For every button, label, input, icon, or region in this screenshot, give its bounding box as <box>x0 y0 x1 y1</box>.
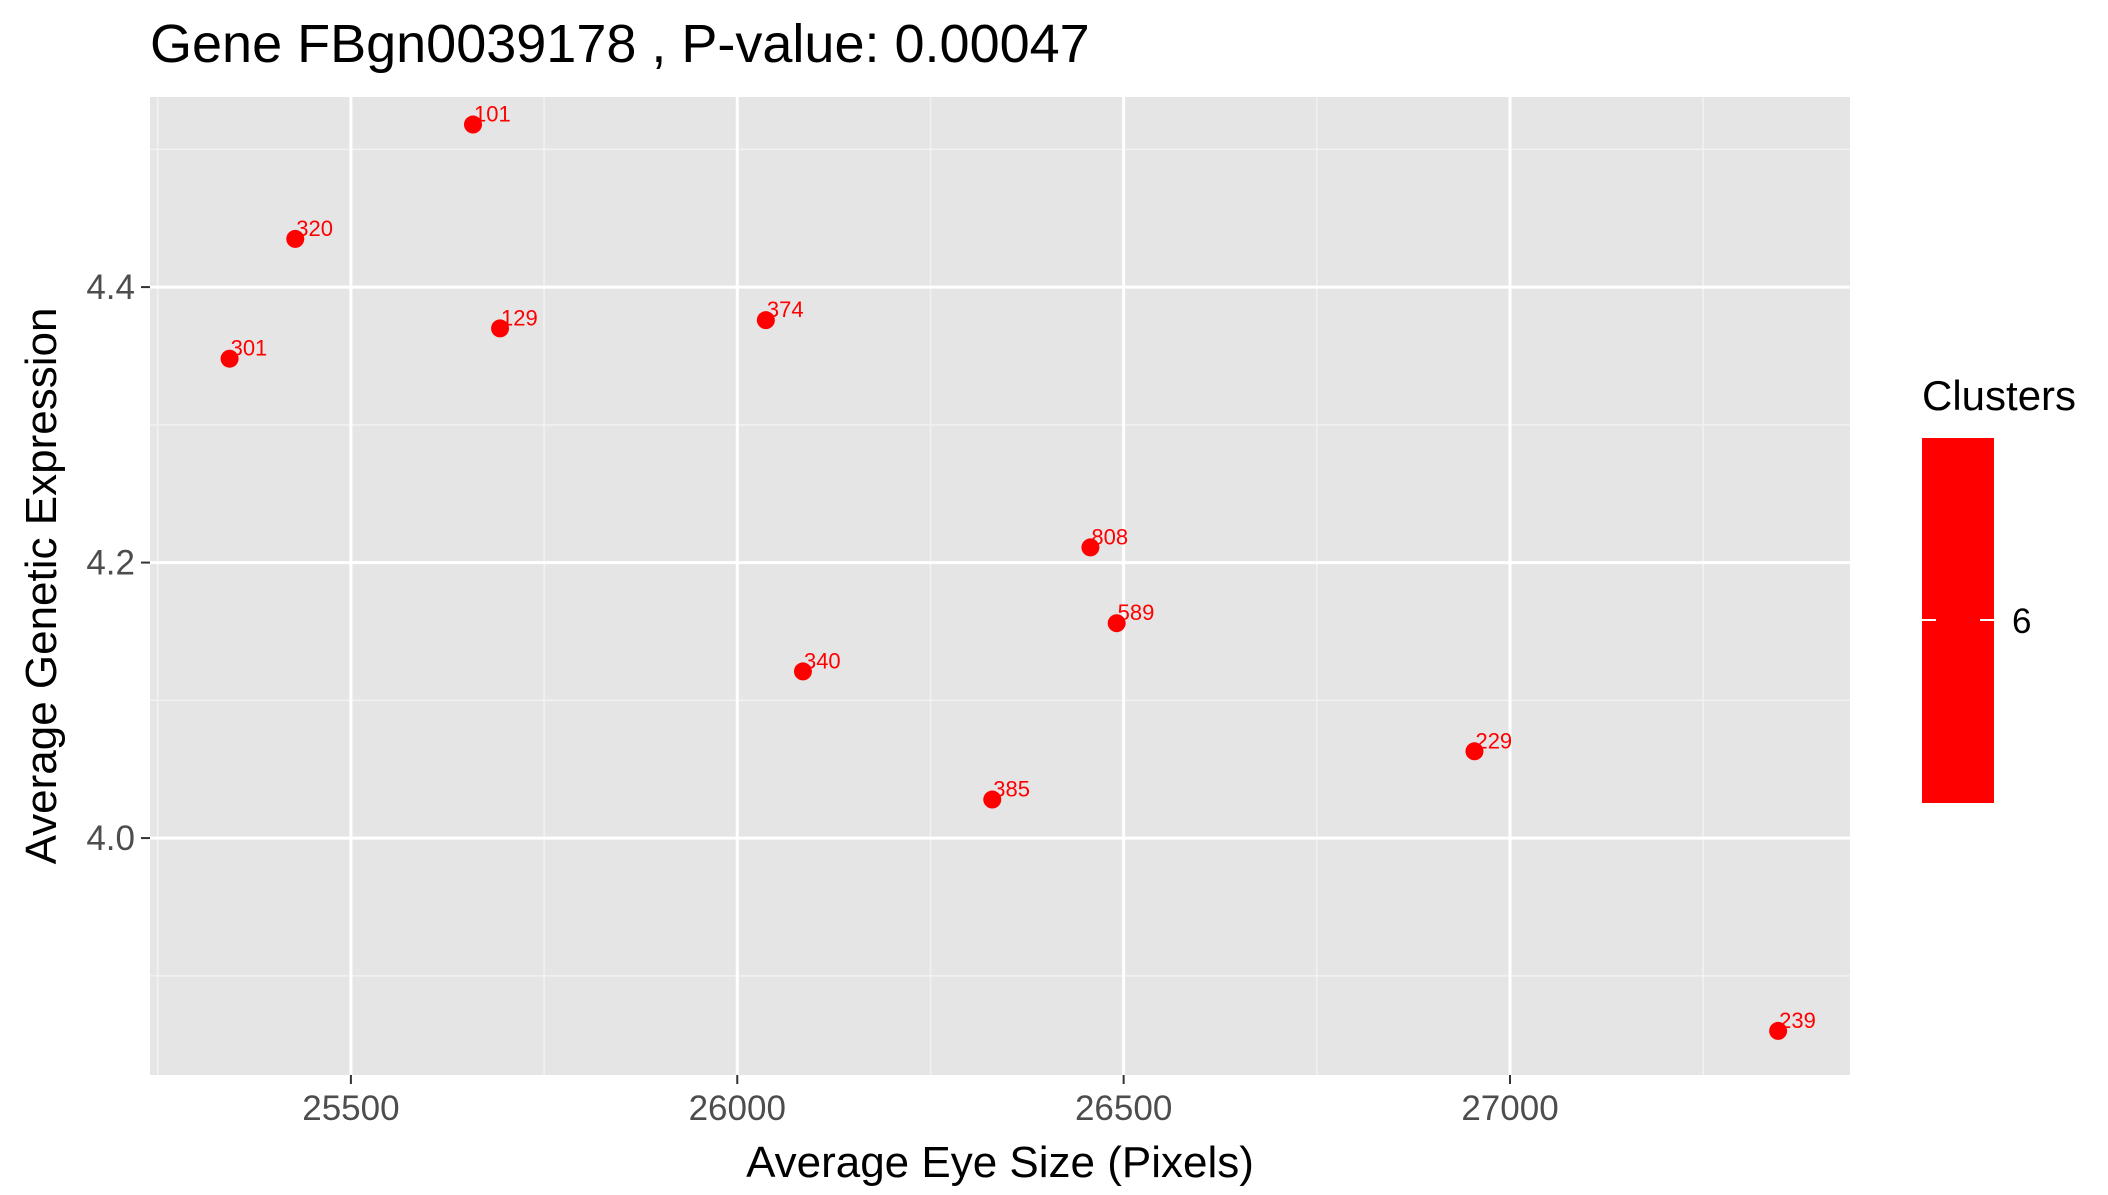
legend: Clusters 6 <box>1922 372 2076 803</box>
data-point <box>1769 1021 1788 1040</box>
y-axis-title: Average Genetic Expression <box>17 308 66 865</box>
point-label: 374 <box>767 297 804 322</box>
legend-label: 6 <box>2012 602 2031 641</box>
data-point <box>491 319 510 338</box>
x-axis-title: Average Eye Size (Pixels) <box>746 1138 1254 1187</box>
chart-title: Gene FBgn0039178 , P-value: 0.00047 <box>150 14 1090 74</box>
data-point <box>793 662 812 681</box>
data-point <box>286 229 305 248</box>
point-label: 301 <box>231 336 268 361</box>
minor-gridlines <box>150 97 1850 1075</box>
point-label: 229 <box>1475 728 1512 753</box>
point-label: 101 <box>474 102 511 127</box>
x-tick-label: 26500 <box>1075 1089 1172 1128</box>
y-tick-label: 4.4 <box>86 268 135 307</box>
point-label: 589 <box>1118 600 1155 625</box>
x-axis: 25500 26000 26500 27000 <box>302 1075 1559 1128</box>
point-label: 808 <box>1091 524 1128 549</box>
data-point <box>756 311 775 330</box>
plot-panel <box>150 97 1850 1075</box>
y-tick-label: 4.2 <box>86 544 135 583</box>
data-point <box>1107 614 1126 633</box>
data-point <box>1465 742 1484 761</box>
y-tick-label: 4.0 <box>86 819 135 858</box>
y-axis: 4.0 4.2 4.4 <box>86 268 150 858</box>
data-point <box>464 115 482 134</box>
data-points: 101 320 301 129 374 808 589 340 385 229 239 <box>220 102 1816 1040</box>
data-point <box>983 790 1002 809</box>
point-label: 385 <box>993 777 1030 802</box>
x-tick-label: 27000 <box>1461 1089 1558 1128</box>
major-gridlines <box>150 97 1850 1075</box>
x-tick-label: 26000 <box>689 1089 786 1128</box>
point-label: 129 <box>501 305 538 330</box>
data-point <box>220 349 239 368</box>
data-point <box>1081 538 1100 557</box>
x-tick-label: 25500 <box>302 1089 399 1128</box>
point-label: 239 <box>1779 1008 1816 1033</box>
legend-title: Clusters <box>1922 372 2076 419</box>
point-label: 320 <box>296 216 333 241</box>
point-label: 340 <box>804 648 841 673</box>
